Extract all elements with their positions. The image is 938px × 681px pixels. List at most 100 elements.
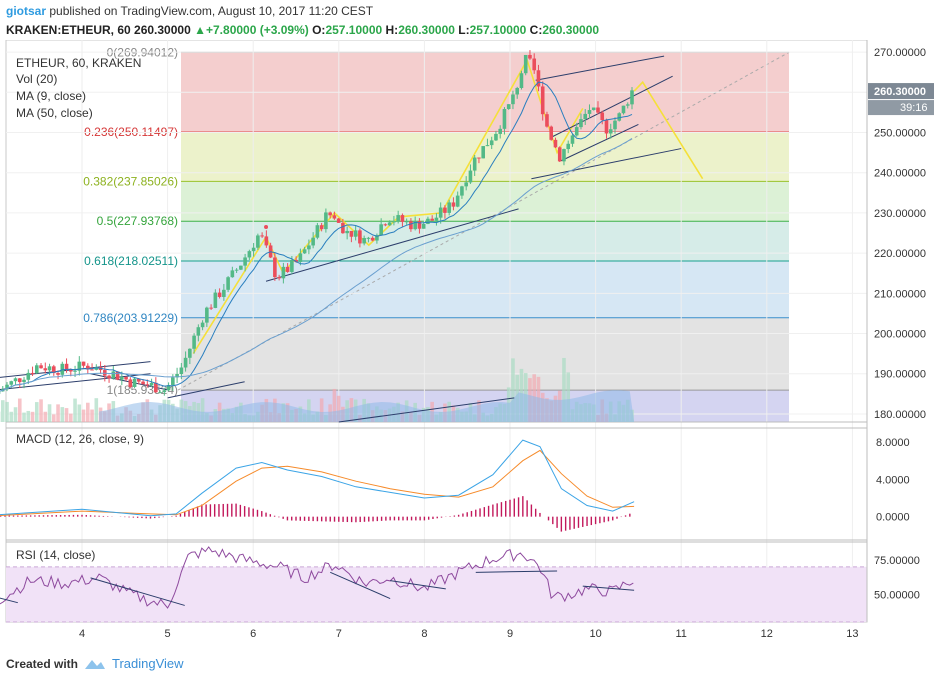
volume-bar <box>90 409 94 422</box>
candle-body <box>545 114 549 127</box>
volume-bar <box>336 395 341 422</box>
projection-path[interactable] <box>633 80 704 180</box>
candle-body <box>34 365 39 374</box>
price-candles <box>0 50 634 396</box>
candle-body <box>22 379 26 383</box>
candle-body <box>358 230 362 244</box>
candle-body <box>502 109 507 129</box>
candle-body <box>379 224 383 236</box>
candle-body <box>128 379 133 387</box>
candle-body <box>553 139 558 148</box>
trendline[interactable] <box>561 123 639 162</box>
candle-body <box>154 382 158 393</box>
rsi-trendline[interactable] <box>582 585 635 591</box>
low-label: L: <box>458 23 470 37</box>
candle-body <box>166 385 171 391</box>
candle-body <box>196 327 201 336</box>
macd-tick-label: 0.0000 <box>876 512 910 524</box>
y-tick-label: 190.00000 <box>874 369 926 381</box>
candle-body <box>562 149 566 162</box>
trendline[interactable] <box>338 397 515 423</box>
candle-body <box>387 222 392 226</box>
volume-bar <box>86 402 90 422</box>
candle-body <box>51 366 56 374</box>
rsi-tick-label: 75.00000 <box>874 555 920 567</box>
rsi-trendline[interactable] <box>330 571 391 600</box>
fib-zone <box>181 317 789 391</box>
published-text: published on TradingView.com, August 10,… <box>49 4 374 18</box>
fib-level-label: 0.382(237.85026) <box>83 174 178 188</box>
fib-level-label: 0.786(203.91229) <box>83 311 178 325</box>
candle-body <box>107 375 111 379</box>
trendline[interactable] <box>167 381 245 399</box>
rsi-trendline[interactable] <box>0 597 18 604</box>
high-label: H: <box>385 23 399 37</box>
symbol-label: KRAKEN:ETHEUR, 60 <box>6 23 131 37</box>
trendline[interactable] <box>535 55 665 81</box>
candle-body <box>566 143 571 150</box>
candle-body <box>86 365 90 370</box>
rsi-trendline[interactable] <box>390 580 446 590</box>
tradingview-brand[interactable]: TradingView <box>112 656 184 671</box>
volume-bar <box>566 372 571 422</box>
trendline[interactable] <box>265 208 519 282</box>
candle-body <box>209 307 213 309</box>
candle-body <box>468 170 473 183</box>
macd-pane <box>0 439 635 532</box>
candle-body <box>124 376 128 380</box>
candle-body <box>94 367 99 370</box>
rsi-band <box>6 566 867 622</box>
candle-body <box>90 369 94 371</box>
trendline[interactable] <box>552 75 673 137</box>
marker-dot <box>264 224 269 229</box>
candle-body <box>443 207 447 213</box>
candle-body <box>591 107 596 111</box>
volume-bar <box>332 388 337 422</box>
candle-body <box>426 218 430 224</box>
candle-body <box>307 245 311 250</box>
x-tick-label: 4 <box>79 628 85 640</box>
high-value: 260.30000 <box>398 23 455 37</box>
candle-body <box>183 357 188 368</box>
y-tick-label: 250.00000 <box>874 127 926 139</box>
candle-body <box>519 73 524 88</box>
legend-main: ETHEUR, 60, KRAKEN <box>16 56 141 70</box>
author-link[interactable]: giotsar <box>6 4 47 18</box>
x-tick-label: 6 <box>250 628 256 640</box>
candle-body <box>532 58 537 71</box>
x-tick-label: 5 <box>165 628 171 640</box>
rsi-trendline[interactable] <box>475 570 558 573</box>
candle-body <box>409 221 413 230</box>
candle-body <box>413 221 417 230</box>
candle-body <box>145 384 150 386</box>
candle-body <box>421 223 426 229</box>
candle-body <box>404 221 409 223</box>
trendline[interactable] <box>0 373 151 390</box>
x-tick-label: 8 <box>421 628 427 640</box>
candle-body <box>213 292 218 308</box>
last-price: 260.30000 <box>134 23 191 37</box>
up-arrow-icon: ▲ <box>194 23 206 37</box>
candle-body <box>472 157 477 171</box>
volume-bar <box>511 358 515 422</box>
fibonacci-retracement[interactable]: 0(269.94012)0.236(250.11497)0.382(237.85… <box>83 45 790 422</box>
candle-body <box>239 265 243 270</box>
y-tick-label: 220.00000 <box>874 248 926 260</box>
candle-body <box>447 202 451 213</box>
candle-body <box>345 230 349 234</box>
rsi-trendline[interactable] <box>90 577 185 606</box>
close-value: 260.30000 <box>542 23 600 37</box>
candle-body <box>375 235 379 241</box>
volume-bar <box>43 411 48 422</box>
candle-body <box>460 186 464 196</box>
chart-area[interactable]: 0(269.94012)0.236(250.11497)0.382(237.85… <box>0 40 938 650</box>
volume-bar <box>17 398 22 422</box>
x-tick-label: 9 <box>507 628 513 640</box>
candle-body <box>319 225 324 230</box>
candle-body <box>247 251 252 258</box>
volume-bar <box>5 401 9 422</box>
close-label: C: <box>529 23 543 37</box>
candle-body <box>43 368 48 371</box>
trendline[interactable] <box>531 148 682 180</box>
candle-body <box>506 104 511 110</box>
